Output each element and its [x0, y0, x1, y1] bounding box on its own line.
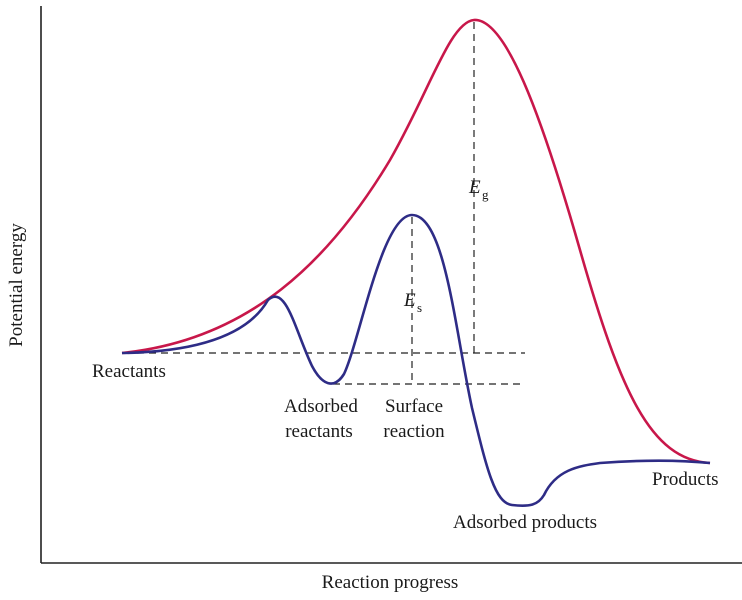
- reactants-label: Reactants: [92, 361, 166, 382]
- eg-label: E g: [468, 177, 489, 202]
- surface-reaction-label-line2: reaction: [383, 421, 445, 442]
- surface-reaction-label-line1: Surface: [385, 396, 443, 417]
- products-label: Products: [652, 469, 719, 490]
- adsorbed-reactants-label-line2: reactants: [285, 421, 353, 442]
- eg-symbol: E: [468, 177, 481, 198]
- es-symbol: E: [403, 290, 416, 311]
- y-axis-label: Potential energy: [6, 223, 27, 347]
- gas-phase-curve: [121, 18, 711, 465]
- es-subscript: s: [417, 300, 422, 315]
- adsorbed-products-label: Adsorbed products: [453, 512, 597, 533]
- adsorbed-reactants-label-line1: Adsorbed: [284, 396, 358, 417]
- eg-subscript: g: [482, 187, 489, 202]
- surface-curve: [121, 213, 711, 507]
- es-label: E s: [403, 290, 422, 315]
- x-axis-label: Reaction progress: [322, 572, 459, 593]
- guide-lines: [125, 22, 525, 385]
